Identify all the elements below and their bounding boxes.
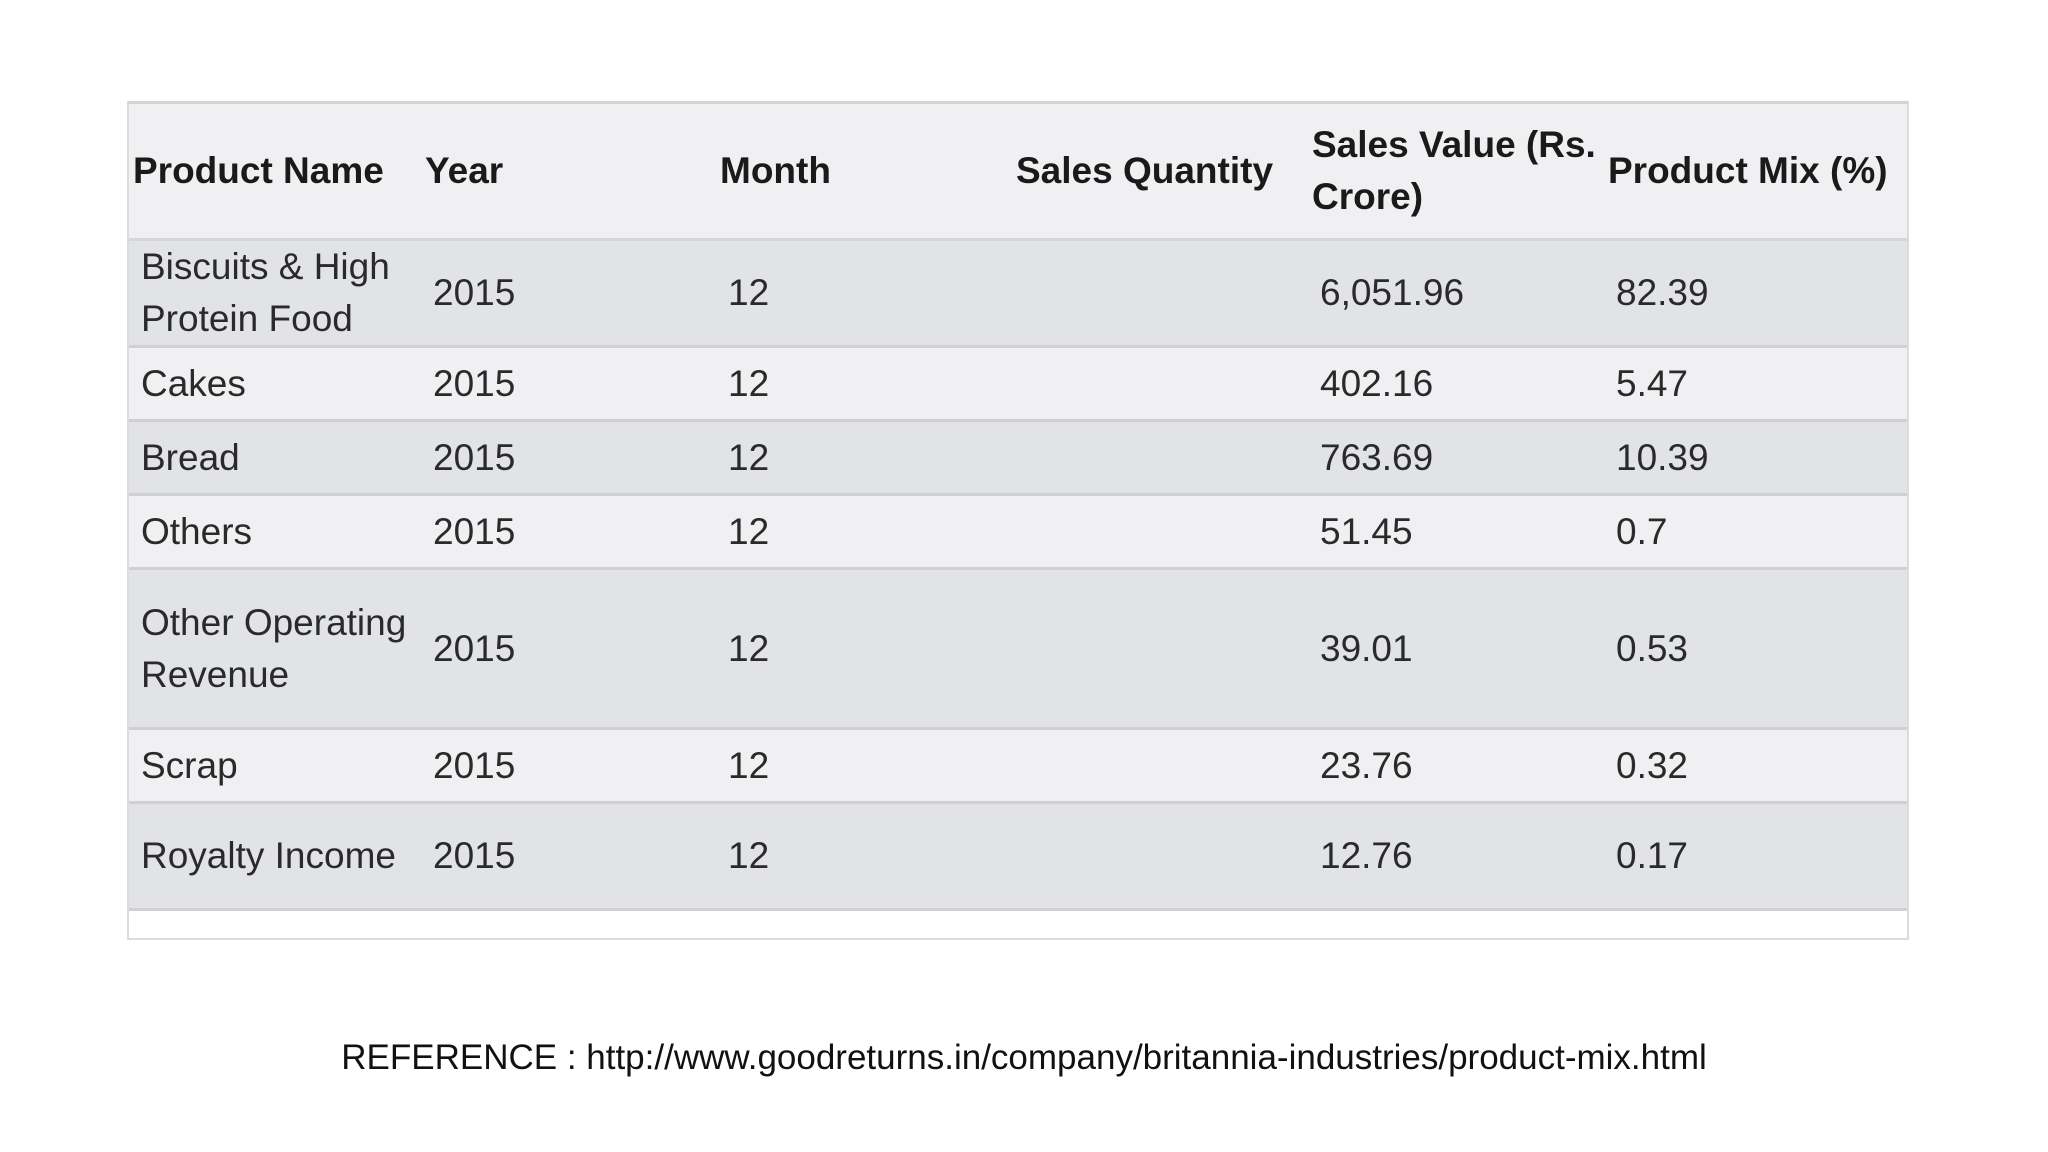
table-row: Other Operating Revenue 2015 12 39.01 0.… (129, 568, 1907, 730)
cell-quantity (1012, 346, 1308, 422)
cell-mix: 0.7 (1604, 494, 1907, 570)
cell-quantity (1012, 728, 1308, 804)
cell-quantity (1012, 568, 1308, 730)
cell-product: Biscuits & High Protein Food (129, 239, 421, 348)
cell-month: 12 (716, 239, 1012, 348)
cell-mix: 82.39 (1604, 239, 1907, 348)
cell-year: 2015 (421, 494, 716, 570)
cell-value: 23.76 (1308, 728, 1604, 804)
cell-quantity (1012, 802, 1308, 911)
cell-product: Others (129, 494, 421, 570)
header-row: Product Name Year Month Sales Quantity S… (129, 104, 1907, 241)
cell-year: 2015 (421, 802, 716, 911)
header-product-mix: Product Mix (%) (1604, 104, 1907, 241)
header-year: Year (421, 104, 716, 241)
table-header: Product Name Year Month Sales Quantity S… (129, 104, 1907, 241)
cell-value: 763.69 (1308, 420, 1604, 496)
product-mix-table: Product Name Year Month Sales Quantity S… (127, 101, 1909, 940)
table-row: Scrap 2015 12 23.76 0.32 (129, 728, 1907, 804)
cell-product: Royalty Income (129, 802, 421, 911)
cell-month: 12 (716, 494, 1012, 570)
header-sales-value: Sales Value (Rs. Crore) (1308, 104, 1604, 241)
table-footer-spacer (129, 909, 1907, 938)
cell-value: 51.45 (1308, 494, 1604, 570)
header-month: Month (716, 104, 1012, 241)
table-body: Biscuits & High Protein Food 2015 12 6,0… (129, 239, 1907, 938)
cell-product: Scrap (129, 728, 421, 804)
cell-month: 12 (716, 568, 1012, 730)
cell-month: 12 (716, 728, 1012, 804)
cell-month: 12 (716, 802, 1012, 911)
cell-mix: 5.47 (1604, 346, 1907, 422)
table-row: Royalty Income 2015 12 12.76 0.17 (129, 802, 1907, 911)
cell-month: 12 (716, 346, 1012, 422)
header-sales-quantity: Sales Quantity (1012, 104, 1308, 241)
table-row: Bread 2015 12 763.69 10.39 (129, 420, 1907, 496)
cell-value: 402.16 (1308, 346, 1604, 422)
cell-year: 2015 (421, 346, 716, 422)
table-row: Biscuits & High Protein Food 2015 12 6,0… (129, 239, 1907, 348)
cell-product: Bread (129, 420, 421, 496)
cell-value: 6,051.96 (1308, 239, 1604, 348)
cell-value: 12.76 (1308, 802, 1604, 911)
cell-product: Other Operating Revenue (129, 568, 421, 730)
cell-mix: 0.32 (1604, 728, 1907, 804)
cell-mix: 0.53 (1604, 568, 1907, 730)
cell-month: 12 (716, 420, 1012, 496)
product-mix-grid: Product Name Year Month Sales Quantity S… (129, 104, 1907, 938)
cell-year: 2015 (421, 728, 716, 804)
cell-year: 2015 (421, 568, 716, 730)
cell-mix: 10.39 (1604, 420, 1907, 496)
table-row: Cakes 2015 12 402.16 5.47 (129, 346, 1907, 422)
cell-year: 2015 (421, 420, 716, 496)
reference-caption: REFERENCE : http://www.goodreturns.in/co… (341, 1038, 1707, 1077)
cell-mix: 0.17 (1604, 802, 1907, 911)
header-product-name: Product Name (129, 104, 421, 241)
cell-year: 2015 (421, 239, 716, 348)
cell-value: 39.01 (1308, 568, 1604, 730)
table-row: Others 2015 12 51.45 0.7 (129, 494, 1907, 570)
cell-quantity (1012, 239, 1308, 348)
cell-quantity (1012, 494, 1308, 570)
cell-quantity (1012, 420, 1308, 496)
cell-product: Cakes (129, 346, 421, 422)
